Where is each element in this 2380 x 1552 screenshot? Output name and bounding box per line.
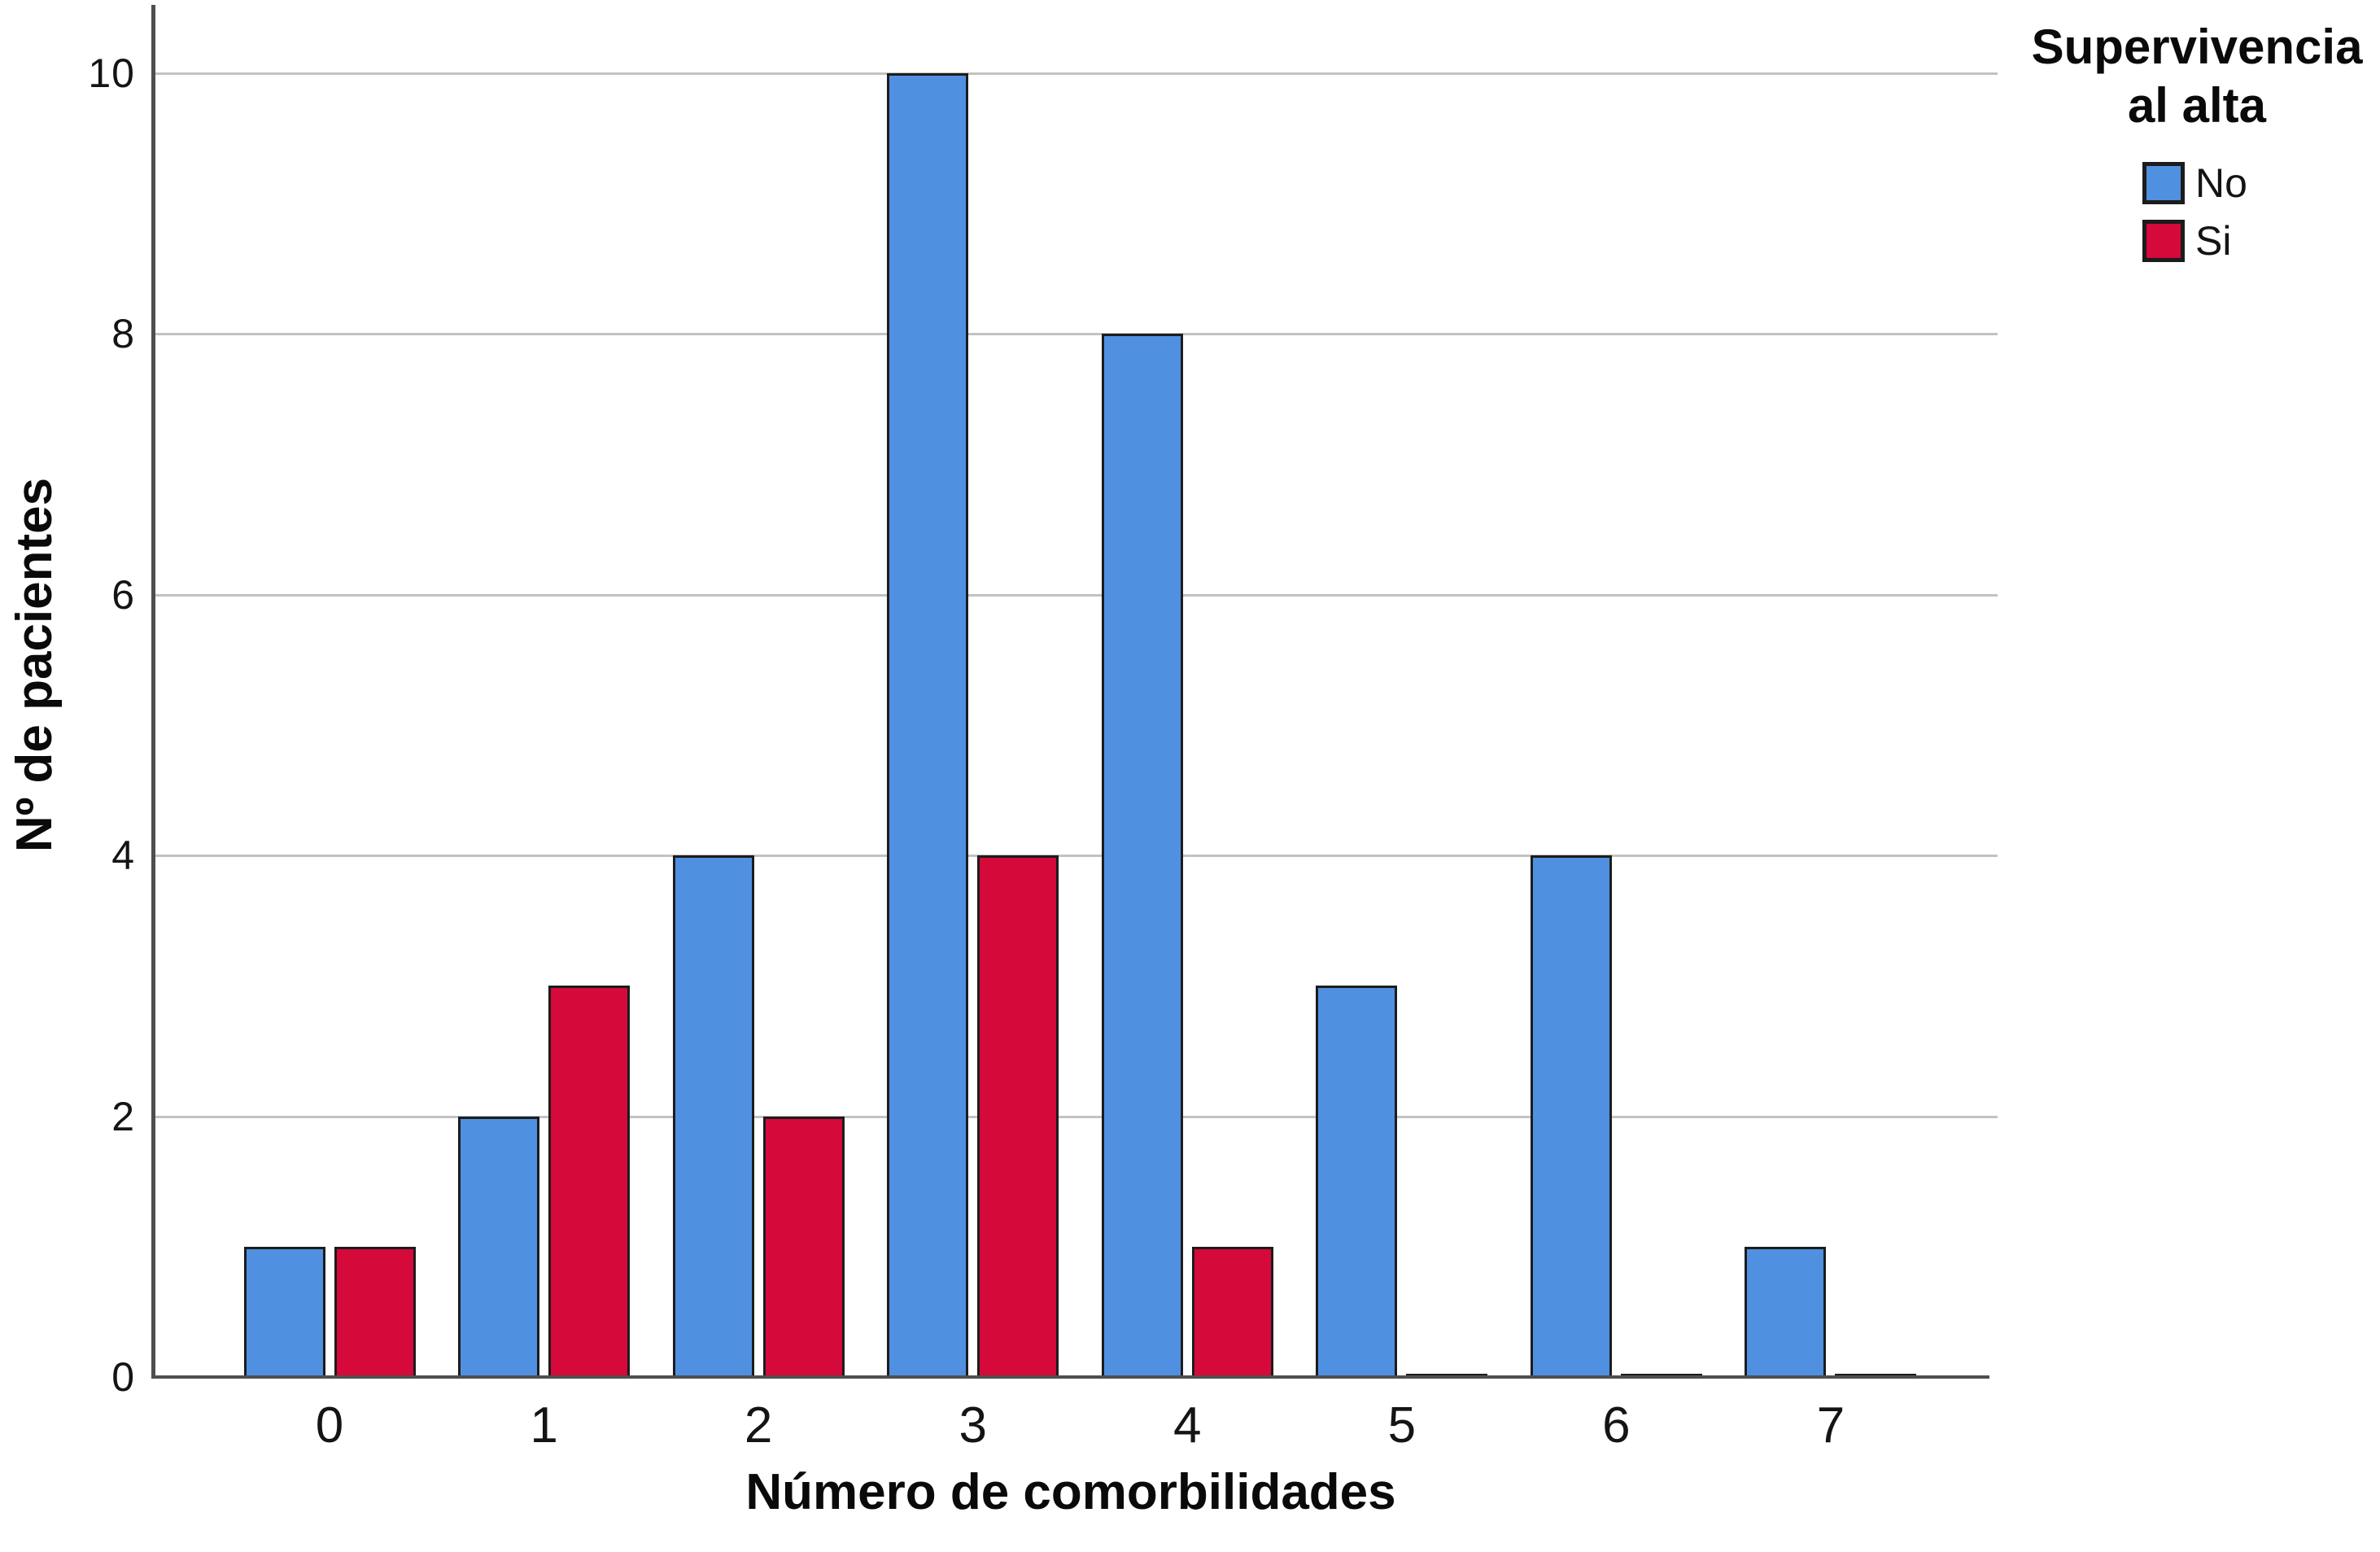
y-tick-label-4: 4 — [111, 833, 135, 879]
legend-title-line1: Supervivencia — [2031, 20, 2363, 74]
bar-no-x3 — [887, 73, 969, 1378]
x-tick-label-6: 6 — [1602, 1397, 1631, 1454]
x-tick-label-2: 2 — [744, 1397, 773, 1454]
legend-item-si: Si — [2142, 217, 2380, 264]
gridline-y4 — [153, 855, 1998, 858]
bar-si-x1 — [548, 986, 631, 1378]
x-tick-label-5: 5 — [1387, 1397, 1417, 1454]
x-axis-title: Número de comorbilidades — [745, 1464, 1396, 1520]
bar-no-x6 — [1530, 855, 1612, 1378]
y-axis-line — [151, 5, 155, 1379]
legend-item-no: No — [2142, 160, 2380, 207]
x-tick-label-7: 7 — [1816, 1397, 1845, 1454]
bar-no-x2 — [672, 855, 754, 1378]
x-tick-label-1: 1 — [530, 1397, 558, 1454]
legend-item-no-label: No — [2195, 160, 2247, 206]
bar-si-x3 — [977, 855, 1059, 1378]
gridline-y6 — [153, 593, 1998, 597]
bar-no-x1 — [458, 1116, 540, 1378]
bar-no-x4 — [1101, 334, 1183, 1378]
x-tick-label-4: 4 — [1173, 1397, 1202, 1454]
legend-swatch-no — [2142, 162, 2185, 204]
x-axis-line — [151, 1375, 1989, 1379]
legend-title-line2: al alta — [2127, 78, 2267, 133]
legend-swatch-si — [2142, 220, 2185, 262]
y-tick-label-10: 10 — [88, 50, 135, 96]
legend-title: Supervivencia al alta — [2014, 18, 2380, 135]
legend-items: No Si — [2142, 160, 2380, 264]
bar-si-x2 — [762, 1116, 845, 1378]
x-tick-label-0: 0 — [315, 1397, 344, 1454]
y-tick-label-8: 8 — [111, 311, 135, 357]
y-tick-label-6: 6 — [111, 571, 135, 618]
x-tick-label-3: 3 — [959, 1397, 987, 1454]
y-tick-label-2: 2 — [111, 1093, 135, 1139]
legend-item-si-label: Si — [2195, 218, 2232, 264]
bar-no-x5 — [1316, 986, 1398, 1378]
gridline-y10 — [153, 72, 1998, 75]
gridline-y2 — [153, 1115, 1998, 1118]
y-tick-label-0: 0 — [111, 1354, 135, 1400]
bar-no-x7 — [1745, 1246, 1827, 1378]
legend: Supervivencia al alta No Si — [2014, 18, 2380, 275]
bar-si-x4 — [1191, 1246, 1273, 1378]
gridline-y8 — [153, 333, 1998, 336]
bar-si-x0 — [334, 1246, 416, 1378]
bar-no-x0 — [243, 1246, 325, 1378]
